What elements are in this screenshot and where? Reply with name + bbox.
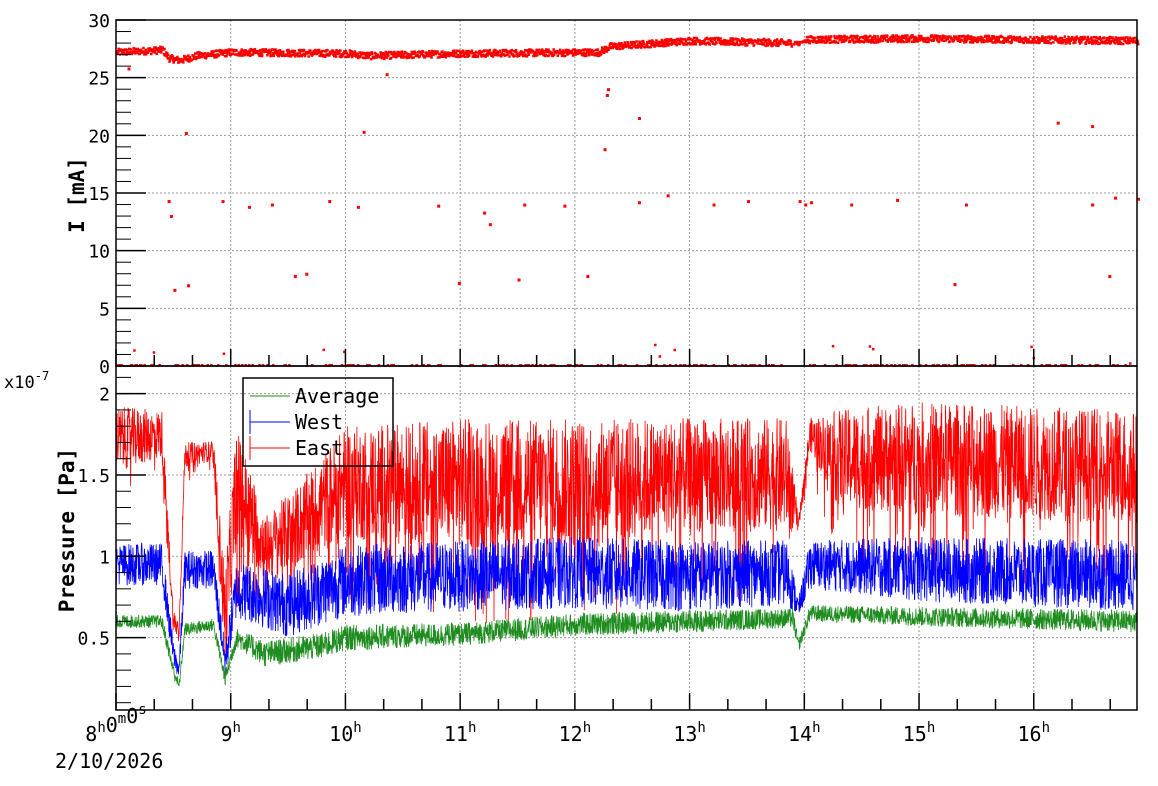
current-outlier-point	[637, 117, 641, 121]
current-outlier-point	[666, 194, 670, 198]
current-outlier-point	[247, 205, 251, 209]
current-outlier-point	[1137, 197, 1140, 201]
current-outlier-point	[1091, 125, 1095, 129]
current-outlier-point	[270, 203, 274, 207]
legend: Average West East	[242, 377, 394, 467]
current-outlier-point	[221, 200, 225, 204]
x-tick-label: 15h	[903, 720, 936, 746]
current-outlier-point	[896, 198, 900, 202]
current-outlier-point	[523, 203, 527, 207]
current-outlier-point	[483, 211, 487, 215]
current-outlier-point	[953, 283, 957, 287]
pressure-y-tick-label: 1.5	[77, 466, 110, 487]
current-y-axis-label: I [mA]	[65, 157, 89, 233]
current-y-tick-label: 10	[88, 242, 110, 263]
current-zero-points	[117, 343, 1132, 367]
pressure-y-tick-label: 1	[99, 547, 110, 568]
current-outlier-point	[1114, 196, 1118, 200]
current-outlier-point	[637, 201, 641, 205]
current-outlier-point	[804, 203, 808, 207]
current-y-tick-label: 30	[88, 11, 110, 32]
current-outlier-point	[746, 200, 750, 204]
axes: 8h0m0s 9h 10h 11h 12h 13h 14h 15h 16h 0 5 10 15 20 25 3…	[77, 11, 1111, 746]
current-outlier-point	[1108, 275, 1112, 279]
y-exponent-label: x10-7	[4, 369, 49, 393]
current-outlier-point	[187, 284, 191, 288]
pressure-y-tick-label: 2	[99, 385, 110, 406]
x-tick-label: 11h	[444, 720, 477, 746]
exponent-power: -7	[35, 369, 49, 383]
legend-west-label: West	[295, 410, 343, 434]
current-outlier-point	[606, 88, 610, 92]
current-outlier-point	[798, 200, 802, 204]
x-tick-label: 14h	[788, 720, 821, 746]
x-tick-label: 12h	[559, 720, 592, 746]
current-outlier-point	[964, 203, 968, 207]
current-outlier-point	[356, 205, 360, 209]
current-outlier-point	[437, 204, 441, 208]
current-outlier-point	[850, 203, 854, 207]
current-outlier-point	[605, 93, 609, 97]
current-grid	[116, 20, 1137, 366]
pressure-y-tick-label: 0.5	[77, 629, 110, 650]
current-outlier-point	[712, 203, 716, 207]
pressure-line-east	[115, 402, 1138, 659]
current-series	[116, 34, 1140, 367]
current-outlier-point	[305, 272, 309, 276]
current-outlier-point	[167, 200, 171, 204]
legend-east-label: East	[295, 436, 343, 460]
pressure-series	[115, 402, 1138, 687]
current-outlier-point	[362, 130, 366, 134]
current-outlier-point	[1056, 121, 1060, 125]
current-outlier-point	[563, 204, 567, 208]
current-outlier-point	[184, 132, 188, 136]
current-outlier-point	[810, 201, 814, 205]
pressure-plot-frame	[115, 365, 1138, 711]
current-outlier-point	[127, 67, 131, 71]
current-y-tick-label: 25	[88, 69, 110, 90]
x-tick-label: 13h	[673, 720, 706, 746]
x-tick-label: 9h	[220, 720, 240, 746]
exponent-base: x10	[4, 373, 35, 393]
current-y-tick-label: 20	[88, 126, 110, 147]
date-label: 2/10/2026	[55, 749, 163, 773]
x-tick-label: 8h0m0s	[85, 702, 146, 746]
current-points	[116, 34, 1140, 64]
current-y-tick-label: 5	[99, 299, 110, 320]
current-y-tick-label: 0	[99, 357, 110, 378]
current-outlier-point	[385, 73, 389, 77]
x-tick-label: 16h	[1017, 720, 1050, 746]
current-outlier-point	[328, 200, 332, 204]
current-outlier-point	[169, 215, 173, 219]
legend-average-label: Average	[295, 384, 379, 408]
legend-box	[242, 377, 394, 467]
current-outlier-point	[293, 275, 297, 279]
pressure-line-west	[115, 536, 1138, 675]
current-outlier-point	[586, 275, 590, 279]
current-outlier-point	[1091, 203, 1095, 207]
current-y-tick-label: 15	[88, 184, 110, 205]
x-tick-label: 10h	[329, 720, 362, 746]
current-outlier-point	[517, 278, 521, 282]
current-outlier-point	[457, 281, 461, 285]
current-outlier-point	[603, 148, 607, 152]
pressure-line-average	[115, 605, 1138, 687]
current-outlier-point	[488, 223, 492, 227]
pressure-y-axis-label: Pressure [Pa]	[55, 448, 79, 612]
current-outlier-point	[173, 288, 177, 292]
